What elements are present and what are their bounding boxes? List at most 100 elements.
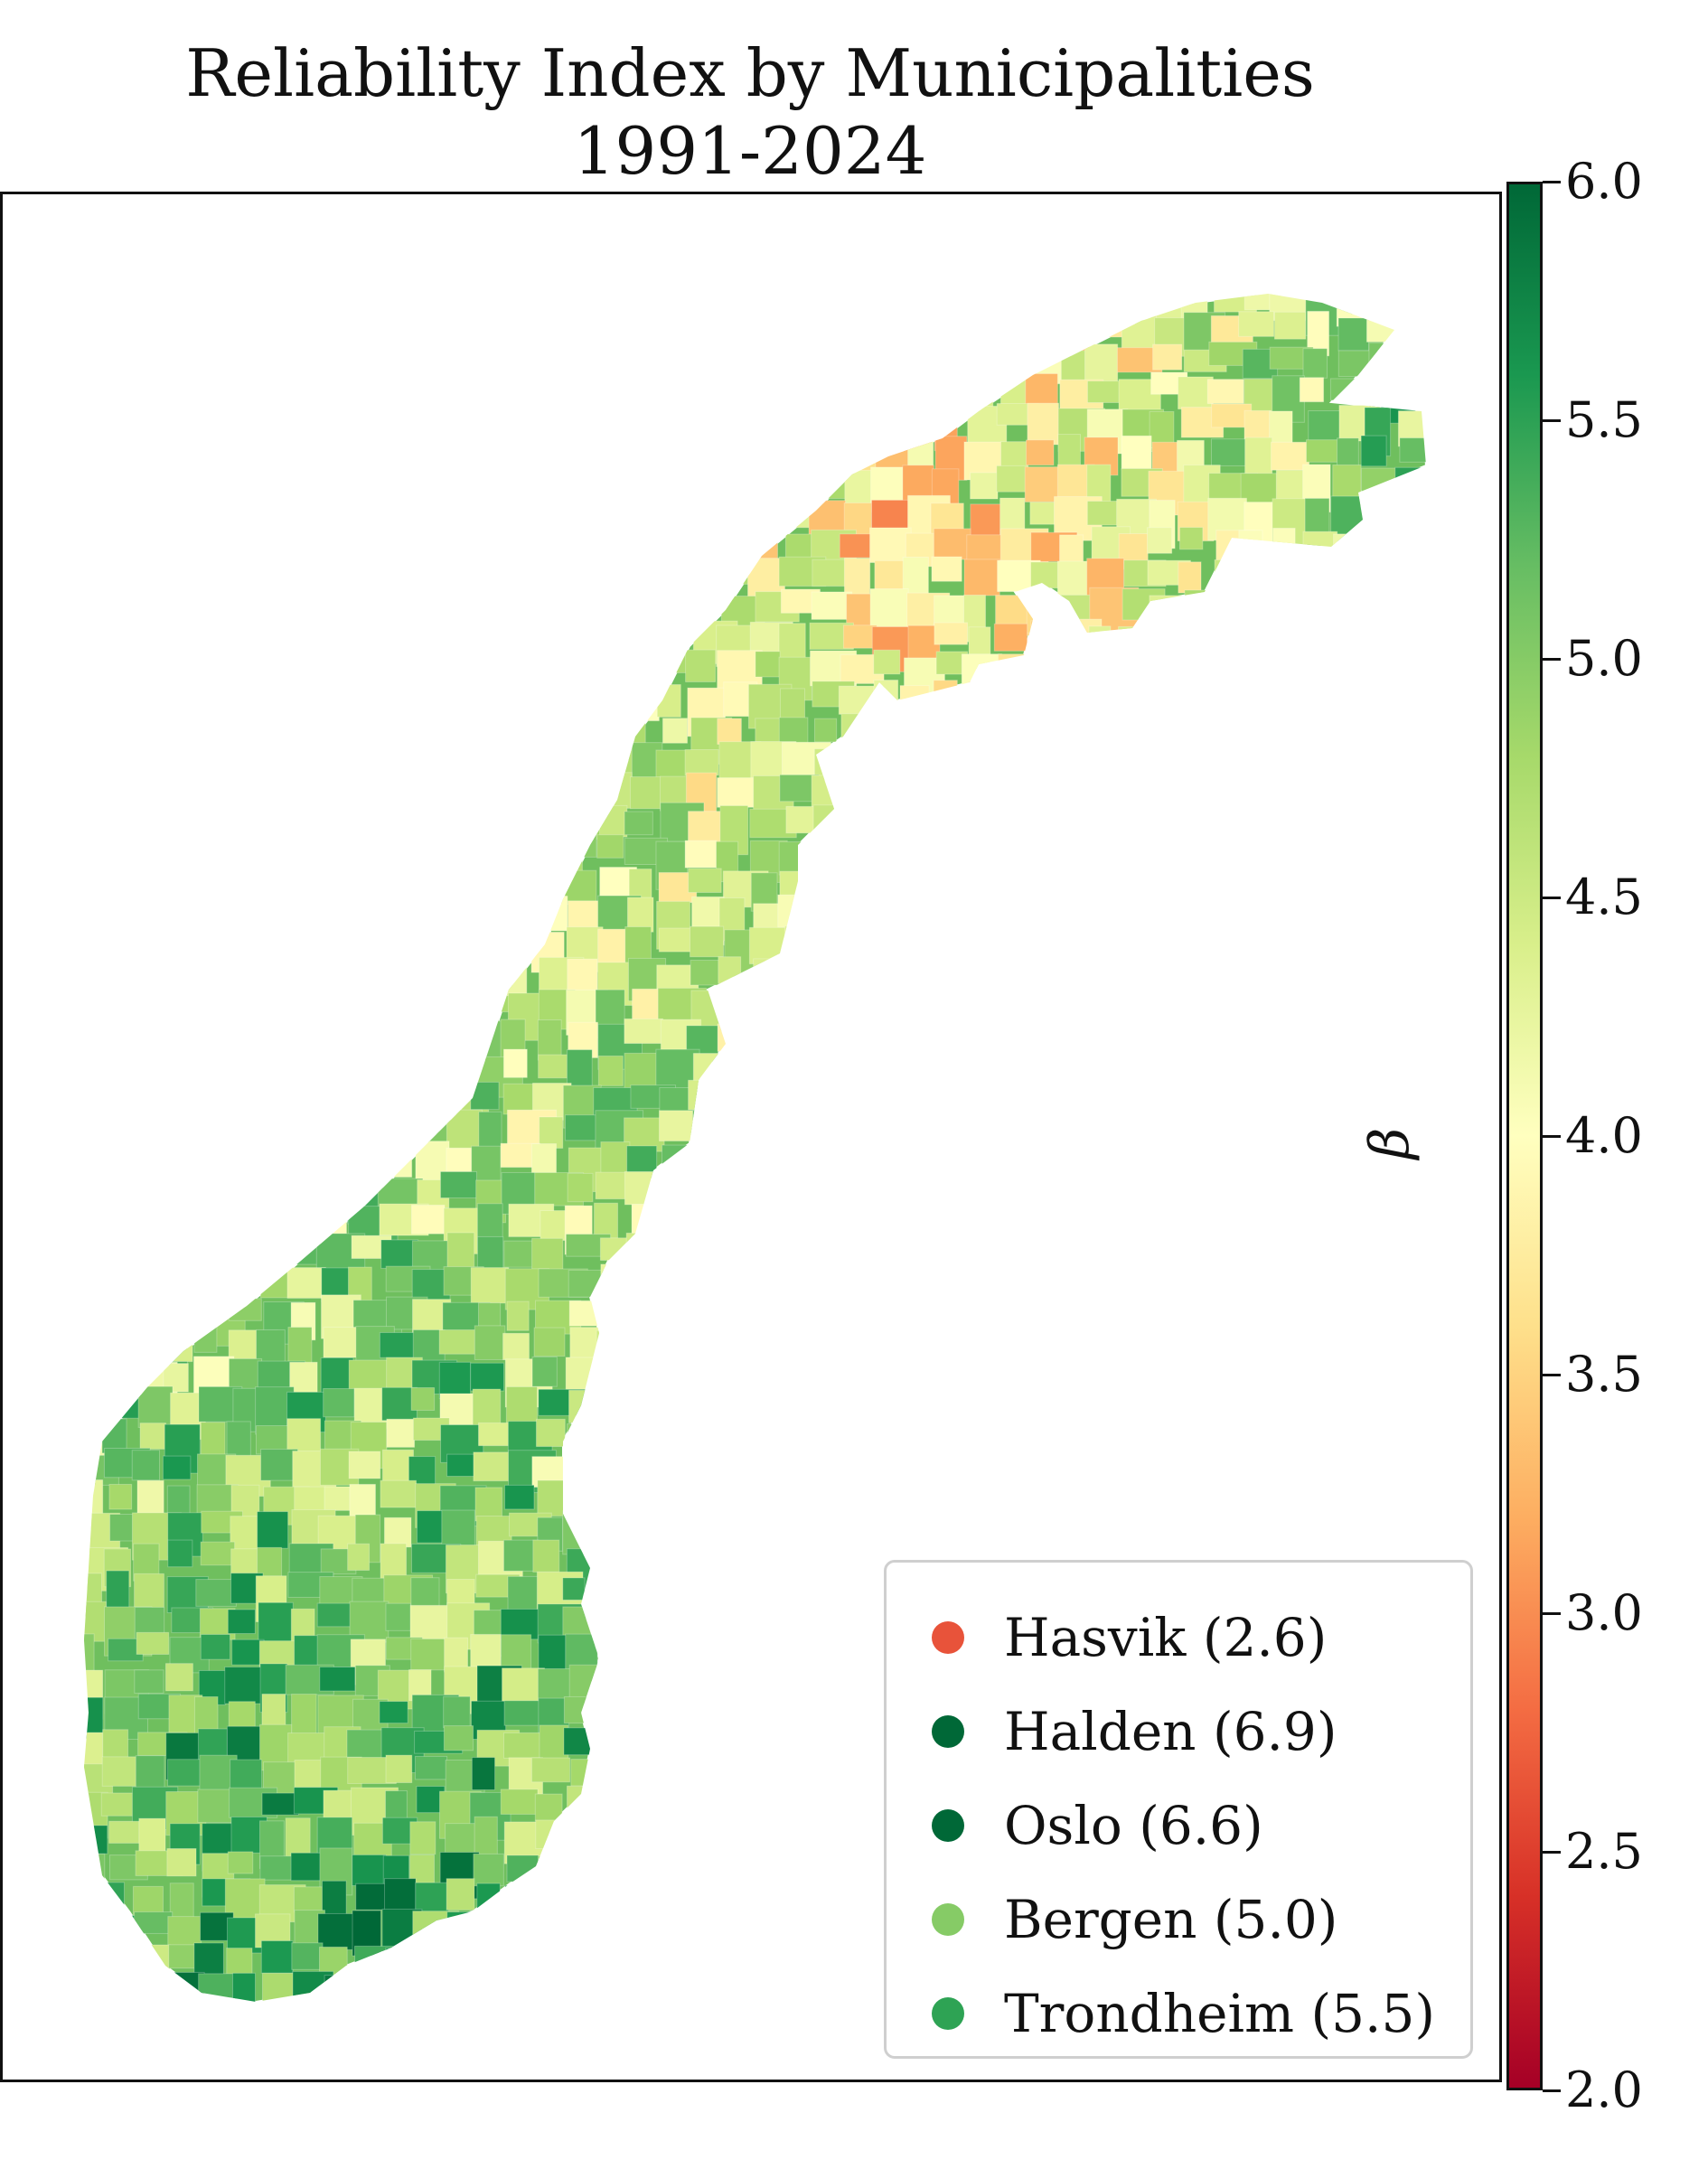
- municipality-cell: [228, 1269, 264, 1293]
- municipality-cell: [224, 312, 248, 347]
- municipality-cell: [1151, 1024, 1196, 1073]
- municipality-cell: [570, 1759, 596, 1787]
- municipality-cell: [812, 1486, 842, 1535]
- municipality-cell: [84, 1853, 106, 1903]
- municipality-cell: [847, 1204, 896, 1242]
- municipality-cell: [994, 804, 1024, 850]
- municipality-cell: [900, 294, 937, 312]
- municipality-cell: [163, 590, 186, 634]
- municipality-cell: [907, 1517, 934, 1542]
- municipality-cell: [1360, 809, 1384, 852]
- municipality-cell: [1330, 1082, 1363, 1132]
- municipality-cell: [601, 1515, 646, 1554]
- municipality-cell: [103, 1390, 142, 1419]
- municipality-cell: [844, 806, 876, 844]
- municipality-cell: [102, 1729, 129, 1761]
- municipality-cell: [999, 1332, 1025, 1380]
- municipality-cell: [533, 656, 577, 682]
- municipality-cell: [601, 1606, 642, 1633]
- municipality-cell: [692, 1356, 742, 1392]
- municipality-cell: [1028, 1083, 1075, 1127]
- municipality-cell: [231, 437, 277, 464]
- municipality-cell: [1208, 778, 1243, 825]
- municipality-cell: [567, 1172, 594, 1203]
- municipality-cell: [1058, 870, 1085, 912]
- municipality-cell: [1431, 930, 1477, 971]
- municipality-cell: [382, 531, 423, 571]
- municipality-cell: [869, 1360, 895, 1396]
- municipality-cell: [899, 1424, 927, 1461]
- municipality-cell: [293, 745, 337, 795]
- municipality-cell: [595, 1360, 641, 1387]
- municipality-cell: [1243, 1179, 1286, 1212]
- municipality-cell: [380, 380, 427, 415]
- municipality-cell: [1430, 437, 1464, 466]
- municipality-cell: [1090, 834, 1120, 883]
- municipality-cell: [1394, 376, 1426, 401]
- municipality-cell: [992, 1202, 1026, 1227]
- municipality-cell: [1210, 1117, 1243, 1156]
- municipality-cell: [505, 686, 536, 710]
- municipality-cell: [692, 1542, 737, 1575]
- municipality-cell: [1300, 775, 1347, 824]
- municipality-cell: [108, 1271, 147, 1294]
- municipality-cell: [230, 931, 274, 980]
- municipality-cell: [933, 1201, 974, 1240]
- municipality-cell: [288, 562, 314, 586]
- municipality-cell: [350, 682, 379, 732]
- municipality-cell: [1215, 1295, 1262, 1322]
- municipality-cell: [1242, 565, 1279, 595]
- municipality-cell: [624, 811, 653, 836]
- municipality-cell: [1180, 1333, 1208, 1381]
- municipality-cell: [568, 1300, 615, 1327]
- municipality-cell: [508, 315, 546, 351]
- municipality-cell: [747, 1487, 772, 1535]
- municipality-cell: [470, 930, 494, 955]
- municipality-cell: [1395, 811, 1426, 851]
- municipality-cell: [410, 346, 440, 373]
- municipality-cell: [318, 294, 365, 309]
- municipality-cell: [661, 1175, 703, 1221]
- municipality-cell: [346, 897, 389, 940]
- municipality-cell: [256, 533, 290, 568]
- municipality-cell: [900, 1271, 940, 1302]
- municipality-cell: [689, 1148, 717, 1189]
- legend-label: Halden (6.9): [1004, 1701, 1337, 1762]
- municipality-cell: [969, 1454, 999, 1490]
- municipality-cell: [380, 1239, 419, 1269]
- municipality-cell: [935, 1022, 959, 1059]
- municipality-cell: [1023, 1056, 1071, 1088]
- municipality-cell: [408, 961, 456, 992]
- municipality-cell: [784, 1911, 831, 1944]
- municipality-cell: [138, 836, 164, 878]
- municipality-cell: [1023, 1176, 1053, 1202]
- municipality-cell: [877, 1325, 904, 1350]
- municipality-cell: [718, 1116, 756, 1154]
- municipality-cell: [474, 1325, 506, 1360]
- municipality-cell: [1208, 1024, 1256, 1072]
- municipality-cell: [874, 1265, 920, 1312]
- municipality-cell: [933, 1113, 970, 1137]
- municipality-cell: [721, 1970, 753, 2002]
- municipality-cell: [1209, 840, 1248, 890]
- municipality-cell: [841, 1728, 868, 1776]
- municipality-cell: [1424, 1299, 1426, 1344]
- municipality-cell: [230, 1052, 274, 1101]
- municipality-cell: [502, 1083, 535, 1115]
- municipality-cell: [931, 1479, 979, 1517]
- municipality-cell: [1148, 1299, 1190, 1338]
- municipality-cell: [1122, 1393, 1153, 1426]
- municipality-cell: [106, 1301, 153, 1337]
- municipality-cell: [353, 1945, 399, 1974]
- municipality-cell: [162, 380, 189, 426]
- municipality-cell: [1176, 775, 1215, 800]
- municipality-cell: [260, 1111, 286, 1141]
- municipality-cell: [1114, 717, 1153, 757]
- municipality-cell: [629, 1452, 667, 1486]
- municipality-cell: [502, 437, 544, 477]
- municipality-cell: [1269, 410, 1293, 445]
- municipality-cell: [628, 294, 655, 316]
- municipality-cell: [1089, 1332, 1123, 1360]
- municipality-cell: [1119, 1020, 1155, 1048]
- municipality-cell: [1273, 1082, 1308, 1126]
